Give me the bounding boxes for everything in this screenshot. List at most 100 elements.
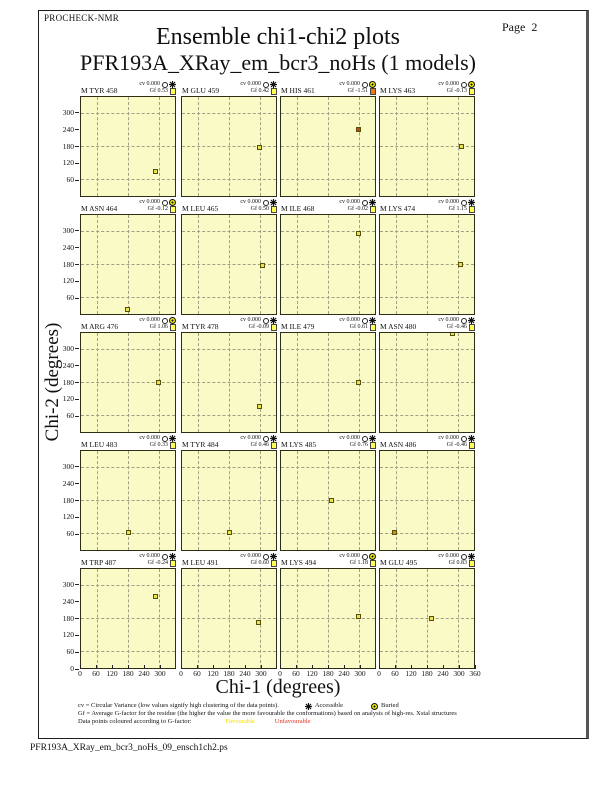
- gridline-vertical: [158, 97, 160, 196]
- chi1-chi2-plot: [379, 96, 475, 197]
- cv-value: cv 0.000: [339, 81, 360, 87]
- y-tick-label: 240: [62, 596, 74, 606]
- y-tick: [75, 533, 79, 535]
- gf-value: Gf 0.42: [250, 88, 269, 94]
- x-tick: [359, 665, 361, 669]
- y-tick: [75, 112, 79, 114]
- y-tick-label: 180: [62, 141, 74, 151]
- gf-value: Gf 0.33: [149, 442, 168, 448]
- residue-label: M LYS 485 cv 0.000 Gf 0.76: [280, 435, 376, 450]
- page-subtitle: PFR193A_XRay_em_bcr3_noHs (1 models): [80, 50, 476, 75]
- gf-color-square: [468, 442, 475, 449]
- cv-line: cv 0.000: [139, 81, 176, 88]
- gridline-horizontal: [380, 146, 474, 147]
- residue-label: M TRP 487 cv 0.000 Gf -0.24: [80, 553, 176, 568]
- cv-gf-block: cv 0.000 Gf 0.53: [139, 81, 176, 95]
- residue-label: M GLU 495 cv 0.000 Gf 0.83: [379, 553, 475, 568]
- chi1-chi2-plot: [379, 568, 475, 669]
- y-tick-label: 180: [62, 613, 74, 623]
- x-tick: [378, 665, 380, 669]
- residue-name: M ILE 468: [281, 204, 315, 213]
- data-point: [458, 144, 464, 150]
- gf-line: Gf -0.02: [339, 206, 376, 213]
- legend-buried-label: Buried: [381, 702, 399, 709]
- cv-gf-block: cv 0.000 Gf 0.60: [240, 553, 277, 567]
- data-point: [458, 261, 464, 267]
- y-tick: [75, 668, 79, 670]
- gridline-horizontal: [380, 382, 474, 383]
- y-tick-label: 120: [62, 394, 74, 404]
- accessible-icon: [468, 435, 475, 442]
- cv-value: cv 0.000: [339, 317, 360, 323]
- gridline-horizontal: [81, 585, 175, 587]
- chi1-chi2-plot: [80, 332, 176, 433]
- gf-color-square: [468, 560, 475, 567]
- cv-circle-icon: [161, 435, 168, 442]
- accessible-icon: [270, 553, 277, 560]
- gridline-vertical: [457, 451, 459, 550]
- residue-name: M ASN 464: [81, 204, 118, 213]
- x-tick: [143, 665, 145, 669]
- gf-color-square: [169, 88, 176, 95]
- cv-value: cv 0.000: [339, 435, 360, 441]
- gridline-horizontal: [281, 467, 375, 469]
- legend-colour-text: Data points coloured according to G-fact…: [78, 718, 192, 726]
- gf-line: Gf 0.50: [240, 206, 277, 213]
- x-tick-label: 60: [391, 669, 399, 678]
- x-tick-label: 0: [278, 669, 282, 678]
- gf-value: Gf 0.53: [149, 88, 168, 94]
- gridline-horizontal: [281, 349, 375, 351]
- y-tick: [75, 146, 79, 147]
- legend: cv = Circular Variance (low values signi…: [78, 702, 578, 727]
- accessible-icon: [468, 317, 475, 324]
- legend-line-colours: Data points coloured according to G-fact…: [78, 718, 578, 726]
- gf-color-square: [468, 324, 475, 331]
- x-tick-label: 180: [122, 669, 134, 678]
- gridline-horizontal: [81, 264, 175, 265]
- x-tick: [311, 665, 313, 669]
- cv-value: cv 0.000: [438, 553, 459, 559]
- gf-value: Gf -0.13: [446, 88, 467, 94]
- cv-gf-block: cv 0.000 Gf 0.50: [240, 199, 277, 213]
- cv-value: cv 0.000: [139, 317, 160, 323]
- gf-color-square: [270, 560, 277, 567]
- residue-name: M ARG 476: [81, 322, 119, 331]
- y-tick: [75, 297, 79, 299]
- gf-value: Gf -0.12: [147, 206, 168, 212]
- gf-line: Gf -0.46: [438, 324, 475, 331]
- gf-color-square: [468, 88, 475, 95]
- accessible-icon: [270, 317, 277, 324]
- cv-value: cv 0.000: [339, 199, 360, 205]
- residue-name: M HIS 461: [281, 86, 315, 95]
- cv-value: cv 0.000: [139, 553, 160, 559]
- gf-value: Gf -1.51: [347, 88, 368, 94]
- legend-cv-text: cv = Circular Variance (low values signi…: [78, 702, 279, 709]
- y-tick-label: 120: [62, 276, 74, 286]
- cv-gf-block: cv 0.000 Gf 1.06: [139, 317, 176, 331]
- residue-name: M ASN 480: [380, 322, 417, 331]
- gf-line: Gf -0.12: [139, 206, 176, 213]
- gridline-horizontal: [281, 264, 375, 265]
- x-tick: [111, 665, 113, 669]
- gf-value: Gf -0.02: [347, 206, 368, 212]
- accessible-icon: [369, 435, 376, 442]
- x-tick-label: 360: [469, 669, 481, 678]
- x-tick-label: 300: [154, 669, 166, 678]
- y-tick-label: 120: [62, 630, 74, 640]
- residue-name: M LEU 465: [182, 204, 219, 213]
- y-tick-label: 180: [62, 377, 74, 387]
- gf-line: Gf 0.60: [240, 560, 277, 567]
- gridline-vertical: [457, 215, 459, 314]
- gf-color-square: [169, 206, 176, 213]
- cv-gf-block: cv 0.000 Gf 1.18: [339, 553, 376, 567]
- chi1-chi2-plot: [80, 568, 176, 669]
- gf-color-square: [169, 442, 176, 449]
- residue-label: M ARG 476 cv 0.000 Gf 1.06: [80, 317, 176, 332]
- gridline-horizontal: [281, 618, 375, 619]
- y-tick: [75, 264, 79, 265]
- cv-circle-icon: [262, 81, 269, 88]
- residue-name: M TRP 487: [81, 558, 117, 567]
- x-tick: [212, 665, 214, 669]
- x-tick-label: 0: [377, 669, 381, 678]
- gridline-horizontal: [81, 349, 175, 351]
